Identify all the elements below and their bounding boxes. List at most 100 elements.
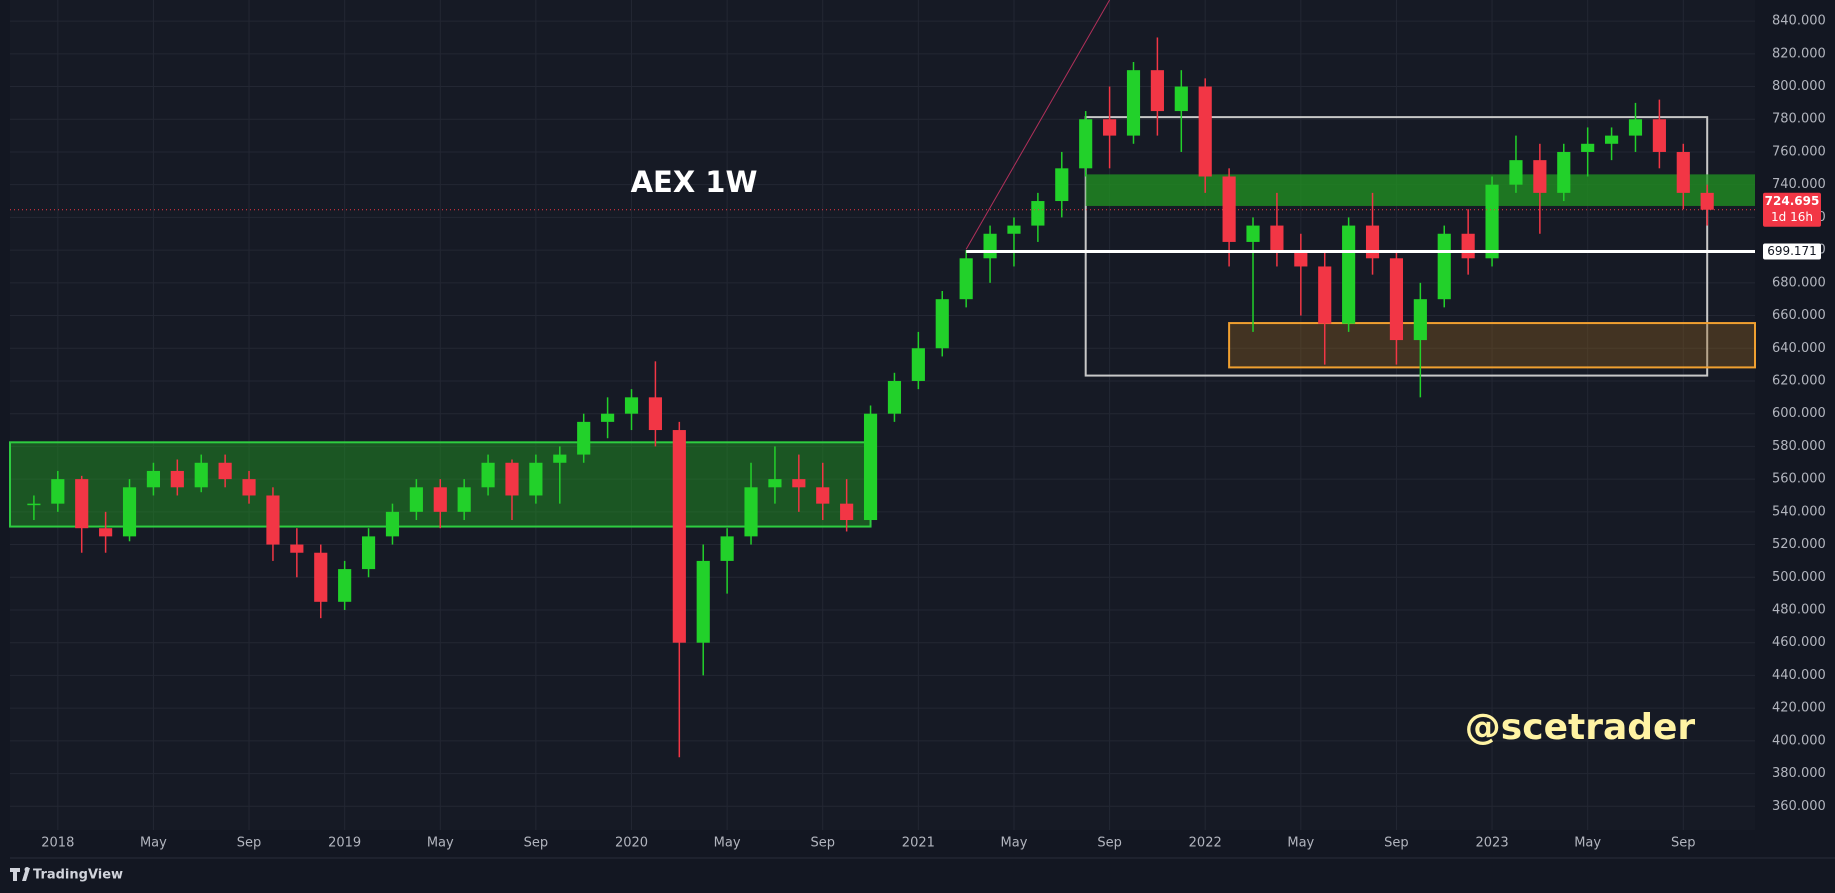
- candle-body: [1437, 233, 1451, 300]
- candle-body: [577, 421, 591, 455]
- candle-body: [1342, 225, 1356, 324]
- candle-body: [792, 479, 806, 488]
- brand-logo: [10, 867, 30, 881]
- candle-body: [457, 487, 471, 512]
- y-tick-label: 600.000: [1772, 406, 1826, 421]
- candle-body: [1103, 119, 1117, 136]
- candle-body: [935, 299, 949, 349]
- candle-body: [863, 413, 878, 521]
- candle-body: [75, 479, 89, 529]
- watermark: @scetrader: [1465, 707, 1696, 748]
- y-tick-label: 580.000: [1772, 439, 1826, 454]
- y-tick-label: 480.000: [1772, 602, 1826, 617]
- candle-body: [553, 454, 567, 463]
- chart-title: AEX 1W: [631, 165, 758, 199]
- candle-body: [1485, 184, 1499, 259]
- candle-body: [1509, 160, 1523, 185]
- x-tick-label: 2022: [1189, 836, 1222, 851]
- candle-body: [1150, 70, 1164, 112]
- y-tick-label: 420.000: [1772, 701, 1826, 716]
- candle-body: [505, 462, 519, 496]
- y-tick-label: 620.000: [1772, 373, 1826, 388]
- level-label-bg: [1763, 243, 1821, 260]
- candle-body: [1079, 119, 1093, 169]
- candle-body: [1222, 176, 1236, 242]
- candle-body: [1676, 151, 1690, 193]
- y-tick-label: 500.000: [1772, 570, 1826, 585]
- candle-body: [1461, 233, 1475, 259]
- y-tick-label: 380.000: [1772, 766, 1826, 781]
- y-tick-label: 360.000: [1772, 799, 1826, 814]
- candle-body: [816, 487, 830, 504]
- x-tick-label: Sep: [237, 836, 262, 851]
- candle-body: [1389, 258, 1404, 341]
- candle-body: [1246, 225, 1260, 242]
- candle-body: [1652, 119, 1666, 152]
- y-tick-label: 680.000: [1772, 275, 1826, 290]
- y-tick-label: 780.000: [1772, 112, 1826, 127]
- candle-body: [122, 487, 137, 537]
- x-tick-label: Sep: [1097, 836, 1122, 851]
- candle-body: [1365, 225, 1380, 259]
- candle-body: [744, 487, 758, 537]
- candle-body: [361, 536, 376, 570]
- candle-body: [1700, 192, 1714, 210]
- level-label: 699.171: [1767, 244, 1817, 258]
- candle-body: [433, 487, 447, 512]
- candle-body: [99, 528, 113, 537]
- x-tick-label: May: [1287, 836, 1314, 851]
- candle-body: [840, 503, 854, 521]
- x-tick-label: Sep: [1671, 836, 1696, 851]
- y-tick-label: 560.000: [1772, 472, 1826, 487]
- candle-body: [1533, 160, 1547, 193]
- y-tick-label: 540.000: [1772, 504, 1826, 519]
- candle-body: [624, 397, 639, 414]
- y-tick-label: 440.000: [1772, 668, 1826, 683]
- candle-body: [1605, 135, 1619, 144]
- trendline: [965, 0, 1111, 250]
- candle-body: [983, 233, 997, 259]
- x-tick-label: Sep: [810, 836, 835, 851]
- candle-body: [696, 560, 710, 643]
- x-tick-label: 2019: [328, 836, 361, 851]
- y-tick-label: 740.000: [1772, 177, 1826, 192]
- candle-body: [170, 470, 184, 488]
- y-tick-label: 400.000: [1772, 733, 1826, 748]
- y-tick-label: 820.000: [1772, 46, 1826, 61]
- candle-body: [409, 487, 423, 512]
- candle-body: [290, 544, 304, 553]
- y-tick-label: 760.000: [1772, 144, 1826, 159]
- x-tick-label: Sep: [1384, 836, 1409, 851]
- x-tick-label: Sep: [524, 836, 549, 851]
- axes: 2018 May Sep 2019 May Sep 2020 May Sep 2021 May Sep…: [41, 14, 1826, 851]
- zone: [1084, 116, 1709, 377]
- candle-body: [648, 397, 662, 431]
- candle-body: [1318, 266, 1332, 324]
- y-tick-label: 460.000: [1772, 635, 1826, 650]
- candle-body: [1031, 201, 1045, 226]
- candle-body: [314, 552, 328, 602]
- x-tick-label: May: [427, 836, 454, 851]
- candle-body: [338, 569, 352, 602]
- zone: [1228, 322, 1756, 369]
- candle-body: [1628, 119, 1643, 136]
- y-tick-label: 840.000: [1772, 14, 1826, 29]
- candle-body: [146, 470, 160, 488]
- x-tick-label: 2018: [41, 836, 74, 851]
- candle-body: [720, 536, 734, 561]
- candle-body: [887, 380, 902, 414]
- candle-body: [529, 462, 543, 496]
- y-tick-label: 640.000: [1772, 341, 1826, 356]
- x-tick-label: 2020: [615, 836, 648, 851]
- candle-body: [601, 413, 615, 422]
- countdown-label: 1d 16h: [1771, 210, 1813, 224]
- brand-name: TradingView: [33, 868, 123, 883]
- y-tick-label: 800.000: [1772, 79, 1826, 94]
- x-tick-label: 2023: [1476, 836, 1509, 851]
- candle-body: [768, 479, 782, 488]
- candle-body: [1198, 86, 1212, 177]
- candle-body: [218, 462, 232, 480]
- candle-body: [194, 462, 208, 488]
